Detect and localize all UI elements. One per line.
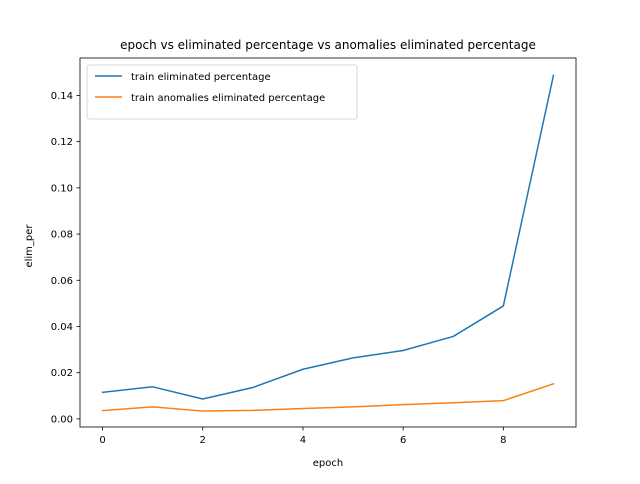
legend-label-2: train anomalies eliminated percentage xyxy=(131,93,325,104)
y-tick-label: 0.06 xyxy=(51,276,73,287)
y-tick-label: 0.08 xyxy=(51,230,73,241)
chart-title: epoch vs eliminated percentage vs anomal… xyxy=(120,38,536,52)
plot-area: 0 2 4 6 8 0.00 0.02 0.04 0.06 0.08 0.10 0.12 0.14 tra… xyxy=(51,57,577,446)
x-tick-label: 8 xyxy=(500,435,506,446)
y-tick-label: 0.04 xyxy=(51,322,73,333)
x-axis-label: epoch xyxy=(313,458,343,469)
series-line-1 xyxy=(101,74,555,400)
y-tick-label: 0.02 xyxy=(51,368,73,379)
y-tick-label: 0.12 xyxy=(51,137,73,148)
y-tick-label: 0.10 xyxy=(51,183,73,194)
x-tick-label: 2 xyxy=(200,435,206,446)
y-axis-label: elim_per xyxy=(24,224,35,268)
x-tick-label: 4 xyxy=(300,435,306,446)
legend-box xyxy=(86,64,358,120)
y-tick-label: 0.14 xyxy=(51,91,73,102)
x-tick-label: 6 xyxy=(400,435,406,446)
x-tick-label: 0 xyxy=(99,435,105,446)
legend-label-1: train eliminated percentage xyxy=(131,72,271,83)
y-tick-label: 0.00 xyxy=(51,414,73,425)
axes-frame xyxy=(79,57,577,428)
series-line-2 xyxy=(101,382,555,412)
